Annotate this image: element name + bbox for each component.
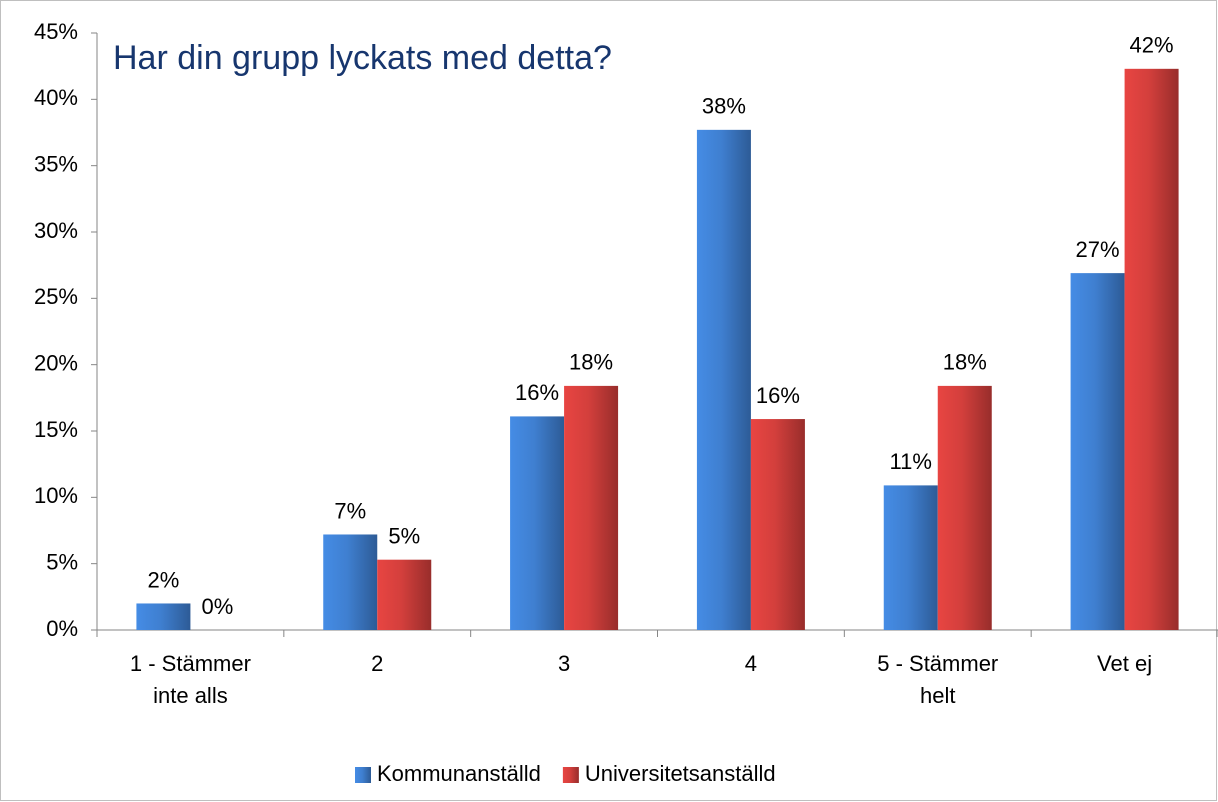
y-tick-label: 30% [34,218,78,243]
x-tick-label: Vet ej [1097,651,1153,676]
bar [377,559,432,630]
x-tick-label: 4 [744,651,758,676]
x-tick-label-box: Vet ej [1097,651,1153,676]
bar [750,419,805,630]
x-tick-label-box: 1 - Stämmer inte alls [129,651,251,708]
y-tick-label: 40% [34,85,78,110]
data-label: 11% [890,449,932,474]
legend-label: Kommunanställd [377,761,541,786]
bar [1124,68,1179,630]
y-tick-label: 45% [34,19,78,44]
bar [883,485,938,630]
bar [564,385,619,630]
y-tick-label: 35% [34,151,78,176]
data-label: 38% [702,94,746,119]
x-tick-label: 3 [557,651,571,676]
data-label: 27% [1076,237,1120,262]
legend-swatch [355,767,371,783]
data-label: 42% [1130,33,1174,58]
legend-label: Universitetsanställd [585,761,776,786]
data-label: 5% [388,523,420,548]
bar [937,385,992,630]
x-tick-label-box: 3 [557,651,571,676]
bar [136,603,191,630]
bar [696,129,751,630]
bar [323,534,378,630]
data-label: 0% [202,594,234,619]
y-tick-label: 20% [34,350,78,375]
data-label: 16% [515,380,559,405]
data-label: 16% [756,383,800,408]
bar [1070,273,1125,630]
x-tick-label: 2 [371,651,384,676]
x-tick-label-box: 2 [371,651,384,676]
chart-title: Har din grupp lyckats med detta? [113,39,612,77]
legend-swatch [562,767,579,783]
data-label: 18% [569,350,613,375]
x-tick-label: 1 - Stämmer inte alls [129,651,251,708]
data-label: 7% [334,498,366,523]
x-tick-label: 5 - Stämmer helt [877,651,999,708]
y-tick-label: 15% [34,417,78,442]
y-tick-label: 5% [46,549,78,574]
bar [510,416,565,630]
y-tick-label: 0% [46,616,78,641]
data-label: 18% [943,350,987,375]
x-tick-label-box: 5 - Stämmer helt [877,651,999,708]
y-tick-label: 25% [34,284,78,309]
x-tick-label-box: 4 [744,651,758,676]
data-label: 2% [148,567,180,592]
y-tick-label: 10% [34,483,78,508]
